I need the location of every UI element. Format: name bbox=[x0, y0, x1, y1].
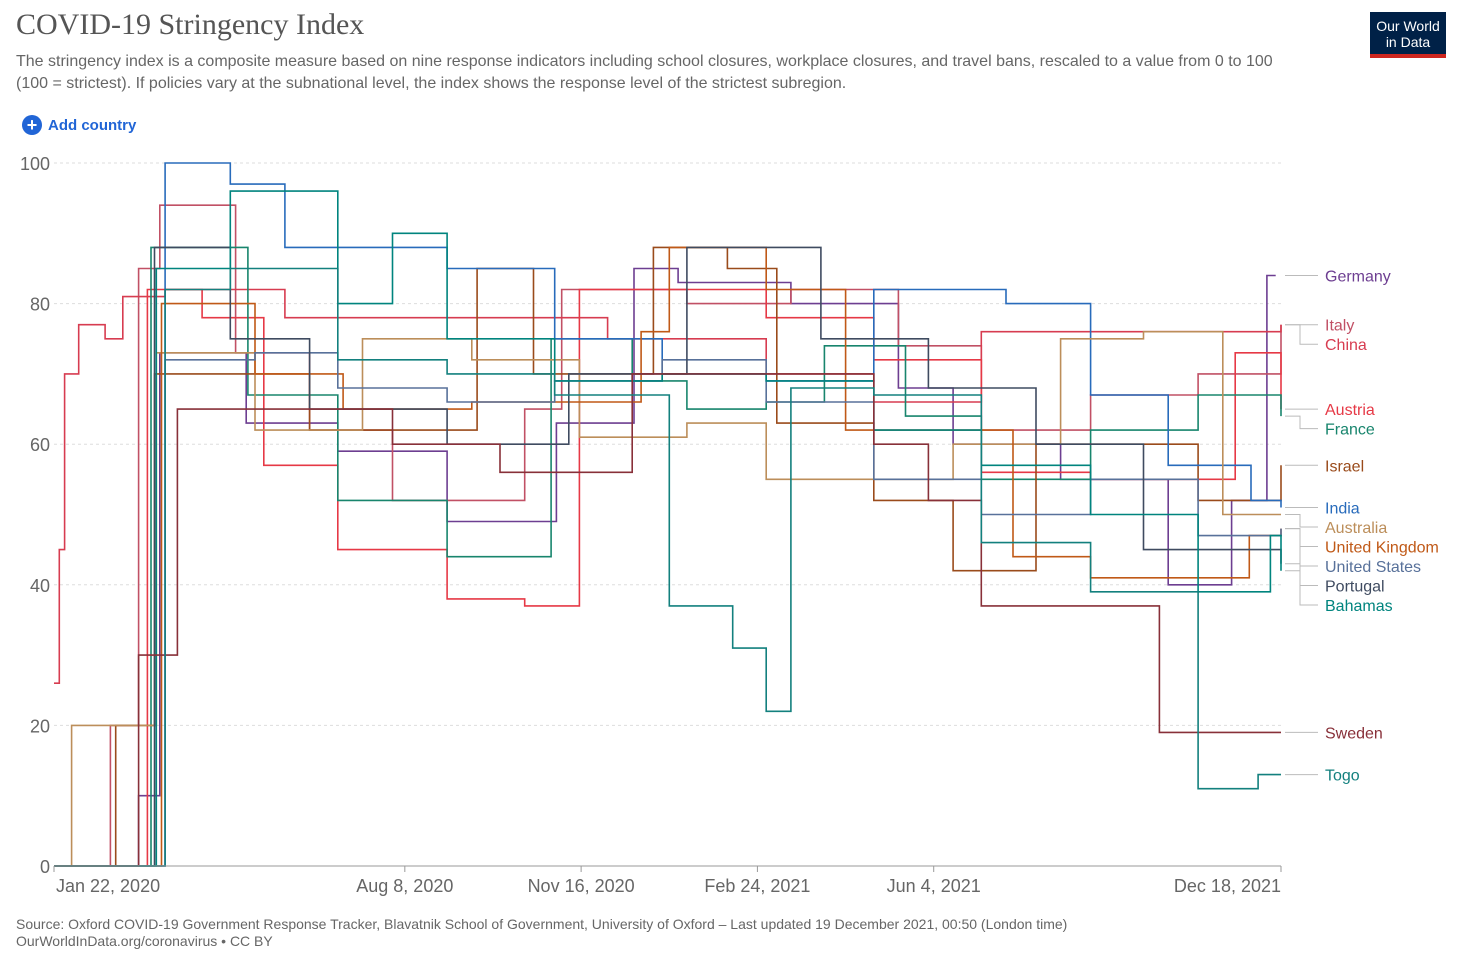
source-note: Source: Oxford COVID-19 Government Respo… bbox=[16, 916, 1068, 932]
legend-label-italy[interactable]: Italy bbox=[1325, 318, 1354, 335]
series-line-israel[interactable] bbox=[54, 246, 1282, 867]
footer: Source: Oxford COVID-19 Government Respo… bbox=[16, 916, 1067, 950]
logo-line-1: Our World bbox=[1376, 18, 1440, 34]
stringency-line-chart[interactable]: 0 20 40 60 80 100 Jan 22, 2020 Aug 8, 2020 Nov 1… bbox=[0, 145, 1462, 905]
plus-circle-icon: + bbox=[22, 115, 42, 135]
legend-label-sweden[interactable]: Sweden bbox=[1325, 725, 1383, 742]
legend-connector bbox=[1285, 528, 1318, 547]
x-tick-label: Nov 16, 2020 bbox=[528, 876, 635, 896]
legend-label-united-states[interactable]: United States bbox=[1325, 559, 1421, 576]
legend-label-portugal[interactable]: Portugal bbox=[1325, 578, 1385, 595]
x-tick-label: Jun 4, 2021 bbox=[887, 876, 981, 896]
y-tick-label: 0 bbox=[40, 857, 50, 877]
legend-label-togo[interactable]: Togo bbox=[1325, 768, 1360, 785]
legend-label-australia[interactable]: Australia bbox=[1325, 520, 1387, 537]
y-tick-label: 40 bbox=[30, 576, 50, 596]
y-tick-label: 60 bbox=[30, 435, 50, 455]
series-line-france[interactable] bbox=[54, 246, 1282, 867]
legend-label-china[interactable]: China bbox=[1325, 337, 1367, 354]
legend-layer: Germany Italy China Austria France Israel Indi… bbox=[1285, 268, 1439, 785]
legend-label-bahamas[interactable]: Bahamas bbox=[1325, 598, 1393, 615]
series-line-china[interactable] bbox=[54, 288, 1282, 684]
legend-connector bbox=[1285, 324, 1318, 345]
series-line-australia[interactable] bbox=[54, 330, 1281, 867]
series-line-germany[interactable] bbox=[54, 267, 1276, 867]
x-tick-label: Jan 22, 2020 bbox=[56, 876, 160, 896]
legend-label-austria[interactable]: Austria bbox=[1325, 402, 1375, 419]
chart-title: COVID-19 Stringency Index bbox=[16, 8, 365, 41]
series-line-togo[interactable] bbox=[54, 267, 1281, 867]
axis-layer: 0 20 40 60 80 100 Jan 22, 2020 Aug 8, 2020 Nov 1… bbox=[20, 154, 1282, 896]
legend-connector bbox=[1285, 563, 1318, 586]
series-line-united-kingdom[interactable] bbox=[54, 246, 1282, 867]
x-tick-label: Dec 18, 2021 bbox=[1174, 876, 1281, 896]
x-tick-label: Feb 24, 2021 bbox=[704, 876, 810, 896]
legend-connector bbox=[1285, 570, 1318, 606]
y-tick-label: 20 bbox=[30, 716, 50, 736]
legend-label-united-kingdom[interactable]: United Kingdom bbox=[1325, 539, 1439, 556]
series-line-sweden[interactable] bbox=[54, 373, 1281, 867]
legend-label-israel[interactable]: Israel bbox=[1325, 458, 1364, 475]
series-layer bbox=[54, 162, 1282, 867]
license-link[interactable]: OurWorldInData.org/coronavirus • CC BY bbox=[16, 933, 273, 949]
legend-connector bbox=[1285, 528, 1318, 567]
y-tick-label: 80 bbox=[30, 295, 50, 315]
logo-line-2: in Data bbox=[1385, 34, 1431, 50]
y-tick-label: 100 bbox=[20, 154, 50, 174]
series-line-portugal[interactable] bbox=[54, 246, 1282, 867]
legend-label-france[interactable]: France bbox=[1325, 422, 1375, 439]
legend-connector bbox=[1285, 415, 1318, 430]
add-country-label: Add country bbox=[48, 116, 137, 134]
legend-label-india[interactable]: India bbox=[1325, 500, 1360, 517]
owid-logo[interactable]: Our World in Data bbox=[1370, 12, 1446, 58]
legend-label-germany[interactable]: Germany bbox=[1325, 268, 1391, 285]
legend-connector bbox=[1285, 514, 1318, 528]
add-country-button[interactable]: + Add country bbox=[22, 115, 136, 135]
chart-subtitle: The stringency index is a composite meas… bbox=[16, 53, 1273, 92]
x-tick-label: Aug 8, 2020 bbox=[356, 876, 453, 896]
series-line-bahamas[interactable] bbox=[54, 190, 1282, 867]
